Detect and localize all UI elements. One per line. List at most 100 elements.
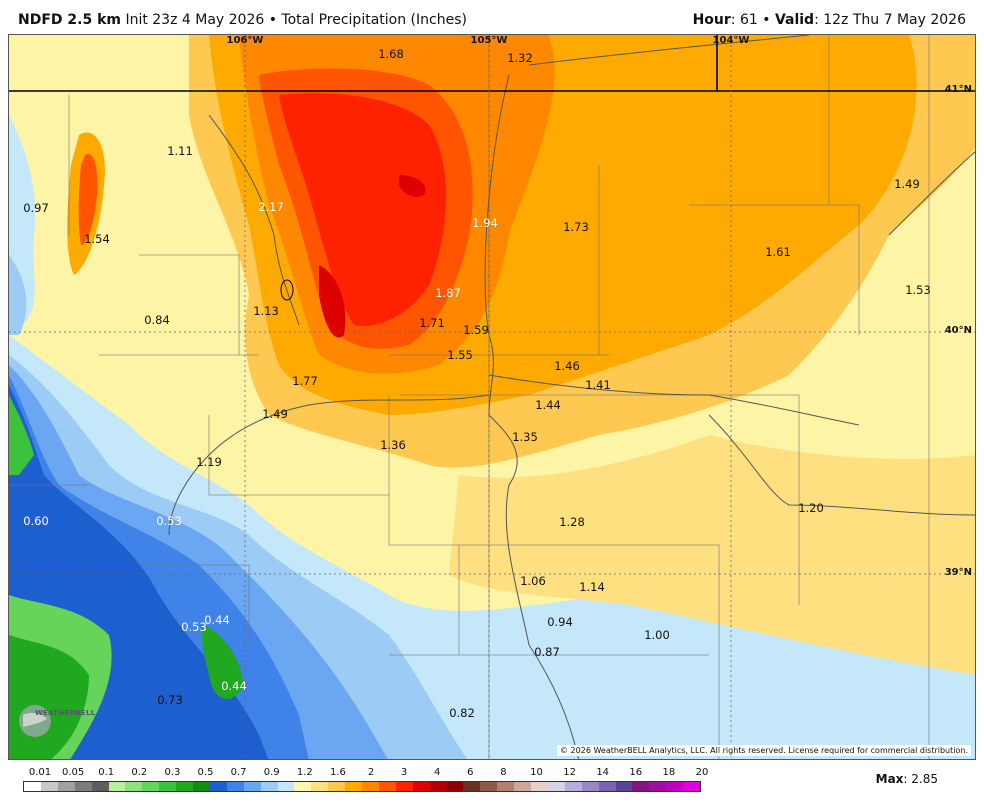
max-label: Max (875, 772, 904, 786)
colorbar-tick-label: 0.5 (197, 767, 214, 778)
precip-value-label: 1.53 (905, 283, 931, 297)
colorbar-swatch (412, 781, 431, 792)
precip-value-label: 2.17 (258, 200, 284, 214)
colorbar-swatch (345, 781, 363, 792)
precip-value-label: 0.82 (449, 706, 475, 720)
colorbar-tick-label: 0.7 (230, 767, 247, 778)
colorbar-swatch (615, 781, 633, 792)
precip-value-label: 1.59 (463, 323, 489, 337)
colorbar-tick-label: 0.3 (164, 767, 181, 778)
colorbar-swatch (176, 781, 194, 792)
precip-value-label: 1.28 (559, 515, 585, 529)
lat-label-41n: 41°N (944, 84, 972, 95)
colorbar-swatch (243, 781, 262, 792)
hour-label: Hour (692, 12, 731, 28)
colorbar-swatch (74, 781, 93, 792)
weatherbell-logo: WEATHERBELL (15, 701, 95, 741)
precip-value-label: 1.41 (585, 378, 611, 392)
precip-value-label: 1.32 (507, 51, 533, 65)
lat-label-40n: 40°N (944, 325, 972, 336)
precip-value-label: 1.20 (798, 501, 824, 515)
precip-value-label: 0.53 (156, 514, 182, 528)
globe-icon (19, 705, 51, 737)
colorbar-swatch (547, 781, 566, 792)
init-time: Init 23z 4 May 2026 (125, 12, 265, 28)
colorbar-swatch (108, 781, 126, 792)
precip-value-label: 1.35 (512, 430, 538, 444)
colorbar-swatch (311, 781, 329, 792)
precip-contours (9, 35, 975, 759)
colorbar-swatch (480, 781, 498, 792)
colorbar-swatch (666, 781, 684, 792)
precip-value-label: 0.53 (181, 620, 207, 634)
precip-value-label: 1.71 (419, 316, 445, 330)
colorbar-swatch (24, 781, 42, 792)
colorbar-swatch (531, 781, 549, 792)
colorbar-tick-label: 1.6 (329, 767, 346, 778)
forecast-time: Hour: 61 • Valid: 12z Thu 7 May 2026 (693, 12, 966, 28)
precip-value-label: 1.19 (196, 455, 222, 469)
colorbar-swatch (378, 781, 397, 792)
precip-value-label: 1.06 (520, 574, 546, 588)
colorbar-swatch (649, 781, 667, 792)
colorbar-tick-label: 0.01 (28, 767, 52, 778)
precip-value-label: 0.44 (204, 613, 230, 627)
lon-label-104w: 104°W (712, 35, 750, 46)
valid-label: Valid (774, 12, 815, 28)
colorbar-swatch (395, 781, 414, 792)
precip-value-label: 1.54 (84, 232, 110, 246)
map-title: NDFD 2.5 km Init 23z 4 May 2026 • Total … (18, 12, 467, 28)
colorbar-tick-label: 18 (662, 767, 676, 778)
colorbar-tick-label: 6 (467, 767, 474, 778)
colorbar-swatch (260, 781, 278, 792)
precip-value-label: 1.36 (380, 438, 406, 452)
colorbar-swatch (209, 781, 228, 792)
colorbar-swatch (142, 781, 160, 792)
precip-value-label: 0.44 (221, 679, 247, 693)
max-value: : 2.85 (903, 772, 938, 786)
colorbar-swatch (362, 781, 380, 792)
precip-value-label: 1.00 (644, 628, 670, 642)
colorbar-swatch (497, 781, 515, 792)
lon-label-105w: 105°W (470, 35, 508, 46)
precip-value-label: 0.87 (534, 645, 560, 659)
colorbar-tick-label: 0.05 (61, 767, 85, 778)
colorbar-swatch (91, 781, 109, 792)
colorbar-swatch (40, 781, 59, 792)
colorbar-tick-label: 20 (695, 767, 709, 778)
max-value-readout: Max: 2.85 (876, 772, 938, 786)
colorbar-swatch (683, 781, 701, 792)
colorbar-tick-label: 8 (500, 767, 507, 778)
precip-value-label: 1.87 (435, 286, 461, 300)
colorbar-swatch (429, 781, 447, 792)
lon-label-106w: 106°W (226, 35, 264, 46)
precip-value-label: 1.49 (894, 177, 920, 191)
colorbar-swatch (125, 781, 143, 792)
colorbar-swatch (463, 781, 481, 792)
colorbar-frame (23, 781, 701, 792)
precip-value-label: 1.44 (535, 398, 561, 412)
colorbar-swatch (446, 781, 464, 792)
precip-value-label: 1.73 (563, 220, 589, 234)
precip-value-label: 0.60 (23, 514, 49, 528)
bullet-separator: • (268, 12, 277, 28)
logo-text: WEATHERBELL (35, 709, 96, 717)
precip-value-label: 1.46 (554, 359, 580, 373)
precip-value-label: 0.73 (157, 693, 183, 707)
precip-value-label: 1.49 (262, 407, 288, 421)
valid-value: : 12z Thu 7 May 2026 (814, 12, 966, 28)
copyright-notice: © 2026 WeatherBELL Analytics, LLC. All r… (557, 745, 971, 756)
colorbar-swatch (598, 781, 616, 792)
colorbar-tick-label: 1.2 (296, 767, 313, 778)
precip-value-label: 1.14 (579, 580, 605, 594)
precip-value-label: 1.77 (292, 374, 318, 388)
colorbar-tick-label: 0.2 (131, 767, 148, 778)
colorbar-tick-label: 16 (629, 767, 643, 778)
colorbar-swatch (294, 781, 312, 792)
precipitation-map[interactable]: 106°W 105°W 104°W 41°N 40°N 39°N 1.68 1.3… (8, 34, 976, 760)
colorbar-tick-label: 3 (400, 767, 408, 778)
precip-value-label: 1.68 (378, 47, 404, 61)
colorbar-swatch (581, 781, 600, 792)
colorbar-swatch (564, 781, 583, 792)
colorbar-tick-label: 14 (596, 767, 610, 778)
